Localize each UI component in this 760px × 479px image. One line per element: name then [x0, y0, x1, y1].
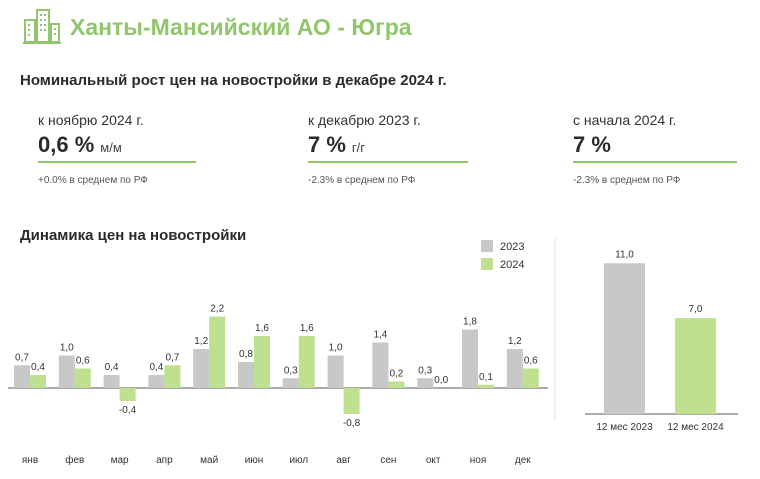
data-label-2024: 0,6 [76, 356, 90, 367]
data-label-2024: 0,1 [479, 372, 493, 383]
x-tick-label: июл [289, 455, 308, 466]
annual-data-label: 7,0 [689, 304, 703, 315]
kpi-label: к ноябрю 2024 г. [38, 112, 144, 128]
kpi-value: 0,6 % м/м [38, 132, 273, 158]
kpi-unit: м/м [100, 140, 122, 155]
bar-2023 [58, 355, 75, 388]
kpi-unit: г/г [351, 140, 366, 155]
data-label-2023: 1,2 [194, 336, 208, 347]
bar-2023 [103, 375, 120, 388]
x-tick-label: ноя [470, 455, 487, 466]
bar-2023 [417, 378, 434, 388]
kpi-divider [38, 161, 196, 163]
data-label-2023: 0,8 [239, 349, 253, 360]
kpi-value: 7 % г/г [308, 132, 543, 158]
annual-x-label: 12 мес 2024 [667, 422, 724, 433]
data-label-2024: -0,4 [119, 405, 137, 416]
kpi-divider [308, 161, 468, 163]
bar-2023 [238, 362, 254, 388]
dynamics-title: Динамика цен на новостройки [20, 227, 247, 244]
bar-2024 [343, 388, 360, 414]
bar-2024 [298, 336, 315, 388]
bar-2023 [148, 375, 165, 388]
kpi-label: с начала 2024 г. [573, 112, 677, 128]
x-tick-label: мар [111, 455, 129, 466]
bar-2023 [372, 342, 389, 388]
bar-2024 [30, 375, 46, 388]
data-label-2024: 2,2 [210, 304, 224, 315]
data-label-2023: 0,4 [149, 362, 163, 373]
bar-2023 [282, 378, 299, 388]
section-title: Номинальный рост цен на новостройки в де… [20, 72, 447, 89]
bar-2023 [506, 349, 523, 388]
data-label-2024: 0,4 [31, 362, 45, 373]
data-label-2023: 1,4 [373, 330, 387, 341]
annual-bar [675, 318, 716, 414]
data-label-2023: 0,3 [284, 365, 298, 376]
data-label-2024: -0,8 [343, 418, 361, 429]
legend-swatch-2024 [481, 258, 493, 270]
kpi-note: -2.3% в среднем по РФ [573, 175, 681, 186]
data-label-2023: 1,0 [329, 343, 343, 354]
kpi-value: 7 % [573, 132, 760, 158]
kpi-month: к ноябрю 2024 г. 0,6 % м/м +0.0% в средне… [38, 112, 273, 186]
data-label-2023: 0,4 [105, 362, 119, 373]
data-label-2024: 0,2 [389, 369, 403, 380]
x-tick-label: янв [22, 455, 38, 466]
data-label-2023: 1,0 [60, 343, 74, 354]
x-tick-label: апр [156, 455, 173, 466]
bar-2024 [254, 336, 270, 388]
bar-2024 [388, 381, 405, 388]
bar-2024 [478, 384, 494, 388]
data-label-2023: 0,3 [418, 365, 432, 376]
kpi-number: 0,6 % [38, 132, 95, 157]
legend-swatch-2023 [481, 240, 493, 252]
bar-2024 [164, 365, 181, 388]
bar-2024 [209, 316, 226, 388]
data-label-2024: 0,6 [524, 356, 538, 367]
data-label-2023: 1,2 [508, 336, 522, 347]
bar-2023 [14, 365, 30, 388]
data-label-2023: 0,7 [15, 352, 29, 363]
kpi-note: +0.0% в среднем по РФ [38, 175, 148, 186]
x-tick-label: авг [336, 455, 351, 466]
kpi-number: 7 % [573, 132, 611, 157]
annual-data-label: 11,0 [615, 249, 634, 260]
x-tick-label: дек [515, 455, 531, 466]
kpi-year: к декабрю 2023 г. 7 % г/г -2.3% в среднем… [308, 112, 543, 186]
data-label-2023: 1,8 [463, 317, 477, 328]
x-tick-label: май [200, 455, 218, 466]
bar-2023 [327, 355, 344, 388]
kpi-label: к декабрю 2023 г. [308, 112, 421, 128]
data-label-2024: 0,0 [434, 375, 448, 386]
region-title: Ханты-Мансийский АО - Югра [70, 14, 412, 40]
buildings-logo-icon [23, 9, 61, 44]
data-label-2024: 0,7 [165, 352, 179, 363]
bar-2024 [119, 388, 136, 401]
kpi-note: -2.3% в среднем по РФ [308, 175, 416, 186]
data-label-2024: 1,6 [255, 323, 269, 334]
bar-2024 [74, 368, 91, 388]
kpi-ytd: с начала 2024 г. 7 % -2.3% в среднем по … [573, 112, 760, 186]
x-tick-label: окт [426, 455, 441, 466]
x-tick-label: фев [65, 454, 84, 466]
x-tick-label: июн [245, 455, 264, 466]
legend-label-2024: 2024 [500, 259, 524, 271]
bar-2024 [522, 368, 539, 388]
x-tick-label: сен [380, 455, 396, 466]
kpi-divider [573, 161, 737, 163]
data-label-2024: 1,6 [300, 323, 314, 334]
annual-x-label: 12 мес 2023 [596, 422, 653, 433]
bar-2023 [462, 329, 478, 388]
bar-2023 [193, 349, 210, 388]
annual-bar [604, 263, 645, 414]
legend-label-2023: 2023 [500, 241, 524, 253]
kpi-number: 7 % [308, 132, 346, 157]
